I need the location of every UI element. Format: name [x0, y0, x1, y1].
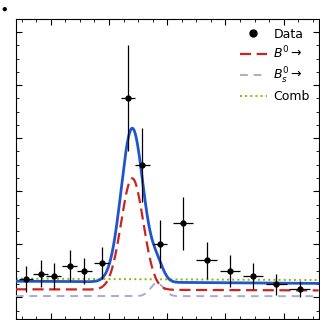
Text: $\bullet$: $\bullet$: [0, 1, 8, 16]
Legend: Data, $B^0 \rightarrow$, $B_s^0 \rightarrow$, Comb: Data, $B^0 \rightarrow$, $B_s^0 \rightar…: [237, 25, 312, 106]
